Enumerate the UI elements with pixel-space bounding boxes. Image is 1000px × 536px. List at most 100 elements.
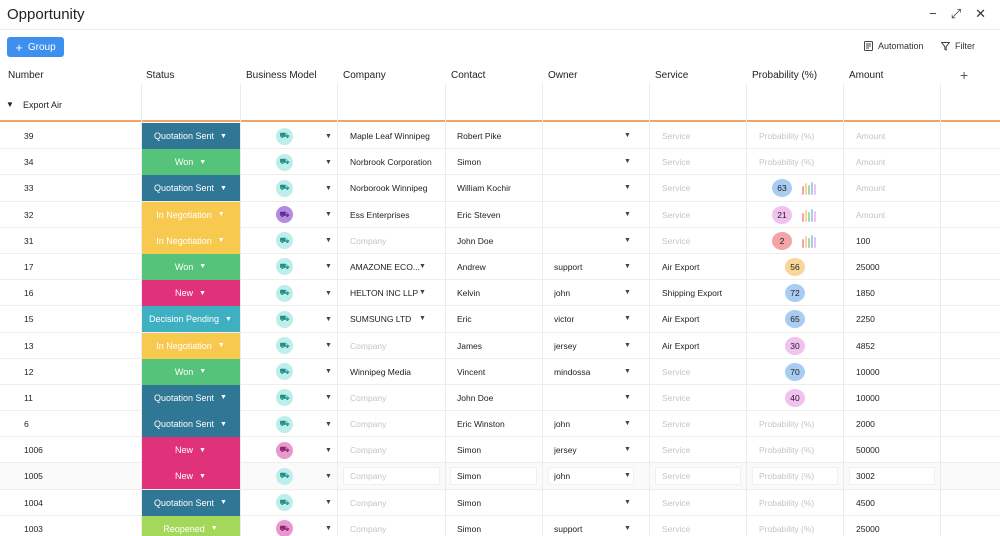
- probability-cell[interactable]: 2: [759, 228, 844, 254]
- company-cell[interactable]: HELTON INC LLP: [350, 288, 419, 299]
- company-cell[interactable]: Winnipeg Media: [350, 366, 411, 377]
- service-placeholder[interactable]: Service: [662, 366, 691, 377]
- table-row[interactable]: 11 Quotation Sent ▼ ⛟ ▼ Company John Doe ▼ Servi…: [0, 384, 1000, 412]
- business-model-cell[interactable]: ⛟ ▼: [276, 306, 336, 332]
- chevron-down-icon[interactable]: ▼: [325, 446, 332, 454]
- amount-placeholder[interactable]: Amount: [856, 131, 886, 141]
- company-placeholder[interactable]: Company: [350, 471, 387, 482]
- service-placeholder[interactable]: Service: [662, 523, 691, 534]
- service-placeholder[interactable]: Service: [662, 392, 691, 403]
- probability-cell[interactable]: 63: [759, 175, 844, 201]
- chevron-down-icon[interactable]: ▼: [325, 472, 332, 480]
- service-placeholder[interactable]: Service: [662, 497, 691, 508]
- contact-cell[interactable]: Robert Pike: [457, 131, 502, 141]
- chevron-down-icon[interactable]: ▼: [325, 499, 332, 507]
- status-dropdown[interactable]: Quotation Sent ▼: [141, 384, 240, 411]
- amount-cell[interactable]: 1850: [856, 288, 875, 299]
- table-row[interactable]: 13 In Negotiation ▼ ⛟ ▼ Company James jersey ▼ Ai…: [0, 332, 1000, 359]
- contact-cell[interactable]: James: [457, 340, 483, 351]
- business-model-cell[interactable]: ⛟ ▼: [276, 359, 336, 385]
- business-model-cell[interactable]: ⛟ ▼: [276, 333, 336, 359]
- contact-cell[interactable]: Eric Winston: [457, 419, 505, 430]
- amount-cell[interactable]: 4500: [856, 497, 875, 508]
- add-column-icon[interactable]: +: [960, 67, 969, 83]
- group-row[interactable]: ▼ Export Air: [0, 88, 1000, 122]
- chevron-down-icon[interactable]: ▼: [624, 524, 631, 532]
- service-placeholder[interactable]: Service: [662, 183, 691, 194]
- column-header-owner[interactable]: Owner: [548, 70, 578, 81]
- company-cell[interactable]: Norbrook Corporation: [350, 157, 432, 168]
- owner-cell[interactable]: mindossa: [554, 366, 591, 377]
- probability-placeholder[interactable]: Probability (%): [759, 419, 815, 430]
- contact-cell[interactable]: Andrew: [457, 261, 486, 272]
- table-row[interactable]: 17 Won ▼ ⛟ ▼ AMAZONE ECO... ▼ Andrew support ▼ Air…: [0, 253, 1000, 281]
- status-dropdown[interactable]: New ▼: [141, 280, 240, 307]
- close-icon[interactable]: ✕: [975, 6, 986, 21]
- chevron-down-icon[interactable]: ▼: [325, 289, 332, 297]
- chevron-down-icon[interactable]: ▼: [624, 262, 631, 270]
- probability-placeholder[interactable]: Probability (%): [759, 131, 815, 141]
- business-model-cell[interactable]: ⛟ ▼: [276, 490, 336, 516]
- amount-placeholder[interactable]: Amount: [856, 157, 886, 168]
- amount-cell[interactable]: 25000: [856, 523, 880, 534]
- status-dropdown[interactable]: New ▼: [141, 437, 240, 464]
- company-cell[interactable]: SUMSUNG LTD: [350, 314, 412, 325]
- probability-cell[interactable]: 65: [759, 306, 844, 332]
- status-dropdown[interactable]: Quotation Sent ▼: [141, 411, 240, 438]
- table-row[interactable]: 33 Quotation Sent ▼ ⛟ ▼ Norborook Winnipeg Wil…: [0, 175, 1000, 202]
- table-row[interactable]: 1004 Quotation Sent ▼ ⛟ ▼ Company Simon ▼ Servic…: [0, 489, 1000, 516]
- column-header-business-model[interactable]: Business Model: [246, 70, 317, 81]
- service-placeholder[interactable]: Service: [662, 235, 691, 246]
- probability-cell[interactable]: 30: [759, 333, 844, 359]
- service-cell[interactable]: Air Export: [662, 340, 700, 351]
- contact-cell[interactable]: John Doe: [457, 392, 494, 403]
- filter-button[interactable]: Filter: [941, 41, 975, 51]
- company-placeholder[interactable]: Company: [350, 419, 387, 430]
- chevron-down-icon[interactable]: ▼: [624, 498, 631, 506]
- status-dropdown[interactable]: In Negotiation ▼: [141, 332, 240, 359]
- business-model-cell[interactable]: ⛟ ▼: [276, 516, 336, 536]
- chevron-down-icon[interactable]: ▼: [624, 158, 631, 166]
- table-row[interactable]: 6 Quotation Sent ▼ ⛟ ▼ Company Eric Winston joh…: [0, 411, 1000, 438]
- chevron-down-icon[interactable]: ▼: [325, 237, 332, 245]
- collapse-caret-icon[interactable]: ▼: [6, 100, 14, 109]
- status-dropdown[interactable]: Won ▼: [141, 358, 240, 385]
- owner-cell[interactable]: john: [554, 471, 571, 482]
- add-group-button[interactable]: + Group: [7, 37, 64, 57]
- chevron-down-icon[interactable]: ▼: [624, 367, 631, 375]
- expand-icon[interactable]: ⤢: [950, 6, 962, 21]
- chevron-down-icon[interactable]: ▼: [325, 315, 332, 323]
- table-row[interactable]: 1003 Reopened ▼ ⛟ ▼ Company Simon support ▼ Servi…: [0, 515, 1000, 536]
- chevron-down-icon[interactable]: ▼: [325, 420, 332, 428]
- status-dropdown[interactable]: Won ▼: [141, 149, 240, 176]
- amount-cell[interactable]: 10000: [856, 366, 880, 377]
- column-header-probability[interactable]: Probability (%): [752, 70, 818, 81]
- chevron-down-icon[interactable]: ▼: [624, 210, 631, 218]
- table-row[interactable]: 1005 New ▼ ⛟ ▼ Company Simon john ▼ Service Probab…: [0, 463, 1000, 490]
- automation-button[interactable]: Automation: [864, 41, 924, 51]
- chevron-down-icon[interactable]: ▼: [624, 236, 631, 244]
- table-row[interactable]: 1006 New ▼ ⛟ ▼ Company Simon jersey ▼ Service Prob…: [0, 437, 1000, 464]
- company-cell[interactable]: Ess Enterprises: [350, 209, 410, 220]
- probability-placeholder[interactable]: Probability (%): [759, 471, 815, 482]
- status-dropdown[interactable]: Quotation Sent ▼: [141, 489, 240, 516]
- service-placeholder[interactable]: Service: [662, 131, 691, 141]
- business-model-cell[interactable]: ⛟ ▼: [276, 437, 336, 463]
- probability-cell[interactable]: 21: [759, 202, 844, 228]
- owner-cell[interactable]: support: [554, 261, 583, 272]
- table-row[interactable]: 32 In Negotiation ▼ ⛟ ▼ Ess Enterprises Eric S…: [0, 201, 1000, 228]
- chevron-down-icon[interactable]: ▼: [624, 472, 631, 480]
- contact-cell[interactable]: Eric Steven: [457, 209, 501, 220]
- business-model-cell[interactable]: ⛟ ▼: [276, 149, 336, 175]
- chevron-down-icon[interactable]: ▼: [624, 289, 631, 297]
- owner-cell[interactable]: victor: [554, 314, 575, 325]
- chevron-down-icon[interactable]: ▼: [624, 446, 631, 454]
- contact-cell[interactable]: Kelvin: [457, 288, 481, 299]
- contact-cell[interactable]: Simon: [457, 445, 482, 456]
- contact-cell[interactable]: Vincent: [457, 366, 486, 377]
- chevron-down-icon[interactable]: ▼: [419, 289, 426, 297]
- company-placeholder[interactable]: Company: [350, 445, 387, 456]
- probability-placeholder[interactable]: Probability (%): [759, 157, 815, 168]
- company-placeholder[interactable]: Company: [350, 392, 387, 403]
- amount-cell[interactable]: 2250: [856, 314, 875, 325]
